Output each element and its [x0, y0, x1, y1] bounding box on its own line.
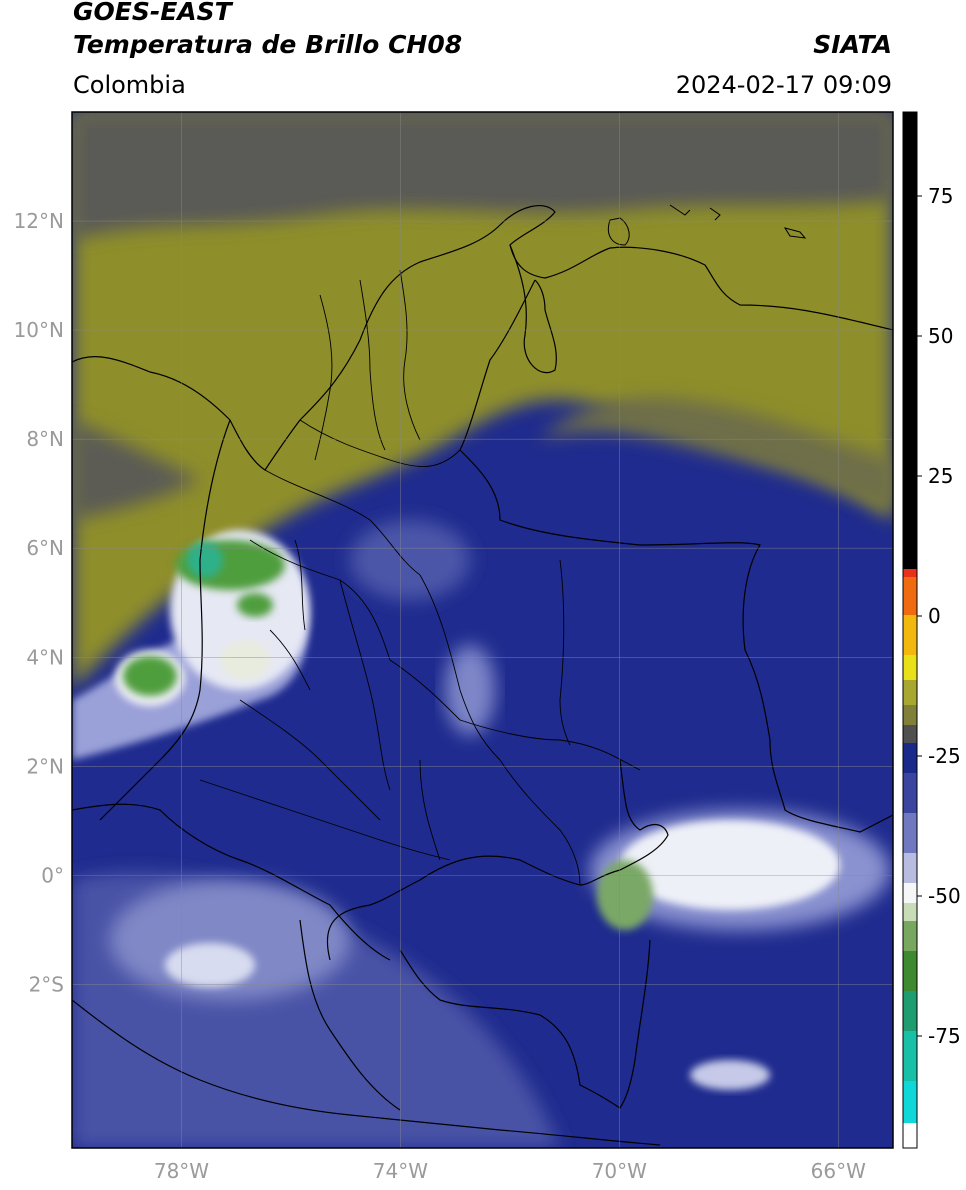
satellite-title: GOES-EAST: [73, 0, 232, 26]
lon-tick-label: 70°W: [592, 1159, 647, 1183]
colorbar-navy-segment: [903, 743, 917, 773]
colorbar-frame: [902, 111, 918, 1149]
lat-tick-label: 6°N: [26, 536, 64, 560]
colorbar-cyan-segment: [903, 1081, 917, 1123]
lat-tick-label: 10°N: [14, 318, 64, 342]
colorbar-tick-label: -75: [928, 1024, 961, 1048]
warm-olive-region: [72, 112, 893, 690]
cloud-llanos: [445, 645, 495, 735]
colorbar-tick-label: 50: [928, 324, 953, 348]
colorbar-green-segment: [903, 951, 917, 991]
colorbar-tick-label: 0: [928, 604, 941, 628]
lon-tick-label: 78°W: [154, 1159, 209, 1183]
colombia-venezuela-border: [459, 279, 893, 833]
coldest-core-north: [187, 542, 223, 578]
lat-tick-label: 4°N: [26, 645, 64, 669]
colorbar-teal-segment: [903, 991, 917, 1031]
colorbar-red-segment: [903, 569, 917, 577]
caribbean-coastline: [72, 204, 893, 471]
colorbar-amber-segment: [903, 615, 917, 655]
island-aruba: [669, 204, 691, 216]
region-label: Colombia: [73, 71, 186, 99]
colorbar-blue-segment: [903, 773, 917, 813]
gridlines: [72, 112, 893, 1148]
latitude-ticks: 12°N 10°N 8°N 6°N 4°N 2°N 0° 2°S: [14, 209, 64, 996]
colorbar-olive-segment: [903, 680, 917, 705]
lat-tick-label: 0°: [41, 863, 64, 887]
cold-core-mid: [237, 593, 273, 617]
gray-band-top: [72, 112, 893, 240]
colorbar-tick-label: 75: [928, 184, 953, 208]
colorbar-lightblue-segment: [903, 813, 917, 853]
lon-tick-label: 74°W: [373, 1159, 428, 1183]
boundaries: [72, 204, 893, 1146]
cloud-southwest-core: [165, 943, 255, 987]
colorbar-gray-segment: [903, 725, 917, 743]
lat-tick-label: 2°N: [26, 754, 64, 778]
satellite-image: [72, 112, 893, 1148]
lake-maracaibo-coast: [509, 244, 557, 374]
ecuador-peru-border: [299, 919, 401, 1111]
map-frame: [71, 111, 894, 1149]
lat-tick-label: 8°N: [26, 427, 64, 451]
colorbar-yellow-segment: [903, 655, 917, 680]
colorbar-darkolive-segment: [903, 705, 917, 725]
island-bonaire: [783, 227, 807, 239]
colorbar-black-segment: [903, 112, 917, 569]
colorbar-turquoise-segment: [903, 1031, 917, 1081]
lat-tick-label: 2°S: [29, 972, 64, 996]
amazon-border: [399, 939, 651, 1109]
cold-core-pacific: [123, 656, 177, 696]
colorbar-white-segment: [903, 883, 917, 903]
olive-gray-east: [540, 397, 893, 510]
colorbar-tick-label: -25: [928, 744, 961, 768]
colombia-brazil-border: [326, 759, 669, 961]
colorbar-palegreen-segment: [903, 903, 917, 921]
colorbar-min-segment: [903, 1123, 917, 1148]
cloud-andes: [350, 520, 470, 600]
cloud-southeast: [690, 1060, 770, 1090]
colorbar-ticks: 75 50 25 0 -25 -50 -75: [917, 184, 961, 1048]
lat-tick-label: 12°N: [14, 209, 64, 233]
colorbar-tick-label: -50: [928, 884, 961, 908]
peru-border: [72, 999, 661, 1146]
lon-tick-label: 66°W: [811, 1159, 866, 1183]
longitude-ticks: 78°W 74°W 70°W 66°W: [154, 1159, 866, 1183]
island-paraguana: [607, 217, 630, 246]
island-curacao: [709, 207, 721, 221]
colorbar-lightgreen-segment: [903, 921, 917, 951]
cloud-core-south: [220, 640, 270, 680]
ecuador-colombia-border: [72, 803, 391, 961]
colorbar-tick-label: 25: [928, 464, 953, 488]
agency-label: SIATA: [813, 30, 892, 59]
department-borders: [199, 269, 641, 886]
gray-band-west: [72, 420, 200, 520]
product-title: Temperatura de Brillo CH08: [73, 30, 463, 59]
colorbar: 75 50 25 0 -25 -50 -75: [902, 111, 961, 1149]
colorbar-orange-segment: [903, 577, 917, 615]
colorbar-pale-segment: [903, 853, 917, 883]
cloud-amazon: [620, 820, 840, 910]
pacific-coastline: [99, 419, 231, 821]
timestamp-label: 2024-02-17 09:09: [675, 71, 892, 99]
cold-core-amazon: [597, 860, 653, 930]
